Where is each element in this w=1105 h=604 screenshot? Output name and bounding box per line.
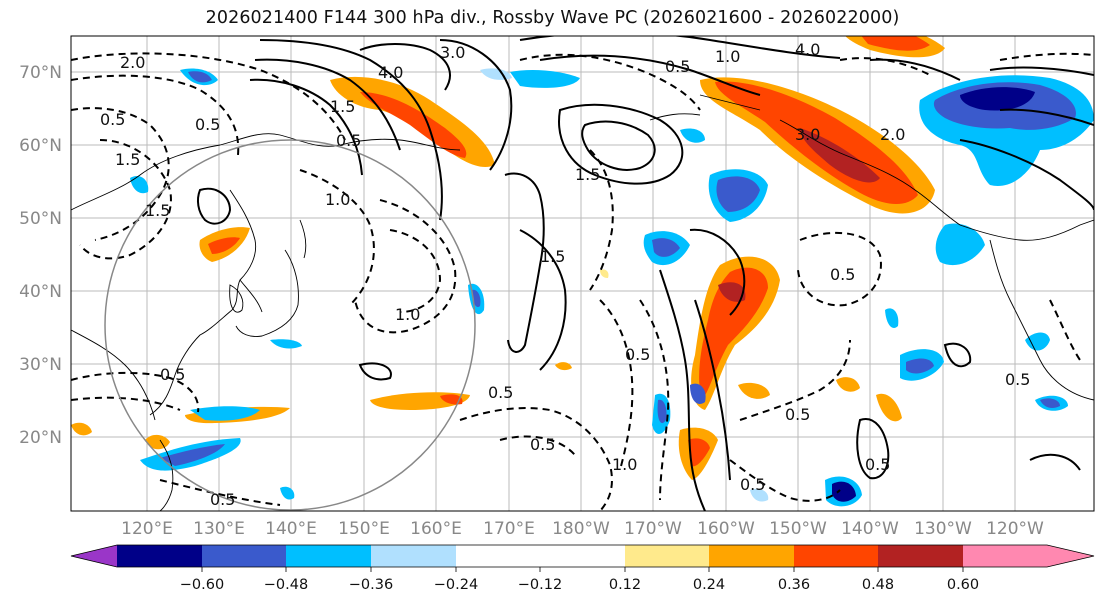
lat-label: 50°N bbox=[19, 209, 62, 229]
colorbar-segment bbox=[371, 545, 456, 567]
colorbar-extend-high bbox=[1047, 545, 1094, 567]
lat-label: 20°N bbox=[19, 428, 62, 448]
colorbar-segment bbox=[202, 545, 286, 567]
lat-label: 30°N bbox=[19, 355, 62, 375]
colorbar-tick-label: 0.36 bbox=[778, 577, 810, 593]
colorbar-tick-label: 0.12 bbox=[609, 577, 641, 593]
contour-label: 0.5 bbox=[1005, 370, 1030, 389]
positive-contours bbox=[196, 36, 1094, 511]
contour-label: 1.5 bbox=[330, 97, 355, 116]
colorbar-tick-label: 0.24 bbox=[693, 577, 725, 593]
contour-label: 1.0 bbox=[612, 455, 637, 474]
contour-label: 0.5 bbox=[210, 490, 235, 509]
lon-label: 160°W bbox=[697, 519, 755, 539]
lon-label: 150°W bbox=[769, 519, 827, 539]
coastlines bbox=[71, 94, 1094, 511]
negative-divergence-shading bbox=[130, 68, 1094, 507]
contour-label: 0.5 bbox=[336, 131, 361, 150]
contour-label: 2.0 bbox=[880, 125, 905, 144]
contour-label: 4.0 bbox=[378, 63, 403, 82]
colorbar-tick-label: −0.24 bbox=[434, 577, 478, 593]
lat-label: 40°N bbox=[19, 282, 62, 302]
lat-label: 70°N bbox=[19, 63, 62, 83]
colorbar-segment bbox=[456, 545, 540, 567]
colorbar-tick-label: 0.48 bbox=[862, 577, 894, 593]
lon-label: 130°W bbox=[914, 519, 972, 539]
contour-labels: 4.0 3.0 1.5 2.0 0.5 0.5 1.5 1.0 1.5 0.5 … bbox=[100, 40, 1030, 509]
colorbar-tick-label: 0.60 bbox=[947, 577, 979, 593]
lon-label: 140°E bbox=[265, 519, 317, 539]
map-title: 2026021400 F144 300 hPa div., Rossby Wav… bbox=[205, 8, 900, 28]
colorbar-segment bbox=[286, 545, 371, 567]
region-circle bbox=[104, 139, 476, 511]
longitude-axis: 120°E 130°E 140°E 150°E 160°E 170°E 180°… bbox=[121, 519, 1044, 539]
colorbar-segment bbox=[540, 545, 625, 567]
lon-label: 170°E bbox=[483, 519, 535, 539]
colorbar-segment bbox=[794, 545, 878, 567]
colorbar-segment bbox=[963, 545, 1047, 567]
colorbar-segment bbox=[709, 545, 794, 567]
contour-label: 0.5 bbox=[865, 455, 890, 474]
colorbar-tick-label: −0.36 bbox=[349, 577, 393, 593]
lon-label: 170°W bbox=[624, 519, 682, 539]
lon-label: 140°W bbox=[841, 519, 899, 539]
contour-label: 1.0 bbox=[395, 305, 420, 324]
contour-label: 0.5 bbox=[530, 435, 555, 454]
contour-label: 3.0 bbox=[440, 43, 465, 62]
contour-label: 1.5 bbox=[575, 165, 600, 184]
contour-label: 4.0 bbox=[795, 40, 820, 59]
negative-contours bbox=[71, 52, 1094, 511]
contour-label: 1.5 bbox=[540, 247, 565, 266]
contour-label: 3.0 bbox=[795, 125, 820, 144]
contour-label: 0.5 bbox=[160, 365, 185, 384]
colorbar: −0.60 −0.48 −0.36 −0.24 −0.12 0.12 0.24 … bbox=[70, 544, 1095, 593]
contour-label: 0.5 bbox=[625, 345, 650, 364]
contour-label: 0.5 bbox=[785, 405, 810, 424]
contour-label: 0.5 bbox=[195, 115, 220, 134]
lon-label: 180°W bbox=[552, 519, 610, 539]
lon-label: 160°E bbox=[410, 519, 462, 539]
contour-label: 1.5 bbox=[145, 201, 170, 220]
colorbar-segment bbox=[878, 545, 963, 567]
colorbar-tick-label: −0.12 bbox=[518, 577, 562, 593]
map-border bbox=[70, 35, 1095, 512]
colorbar-tick-label: −0.48 bbox=[264, 577, 308, 593]
colorbar-extend-low bbox=[71, 545, 117, 567]
contour-label: 0.5 bbox=[488, 383, 513, 402]
lon-label: 120°E bbox=[121, 519, 173, 539]
colorbar-tick-label: −0.60 bbox=[180, 577, 224, 593]
contour-label: 1.0 bbox=[325, 190, 350, 209]
lat-label: 60°N bbox=[19, 136, 62, 156]
contour-label: 1.0 bbox=[715, 47, 740, 66]
colorbar-segment bbox=[625, 545, 709, 567]
contour-label: 0.5 bbox=[100, 110, 125, 129]
lon-label: 150°E bbox=[338, 519, 390, 539]
contour-label: 2.0 bbox=[120, 53, 145, 72]
lon-label: 120°W bbox=[986, 519, 1044, 539]
lon-label: 130°E bbox=[193, 519, 245, 539]
colorbar-segment bbox=[117, 545, 202, 567]
contour-label: 1.5 bbox=[115, 150, 140, 169]
contour-label: 0.5 bbox=[830, 265, 855, 284]
contour-label: 0.5 bbox=[740, 475, 765, 494]
contour-label: 0.5 bbox=[665, 57, 690, 76]
latitude-axis: 70°N 60°N 50°N 40°N 30°N 20°N bbox=[19, 63, 62, 448]
